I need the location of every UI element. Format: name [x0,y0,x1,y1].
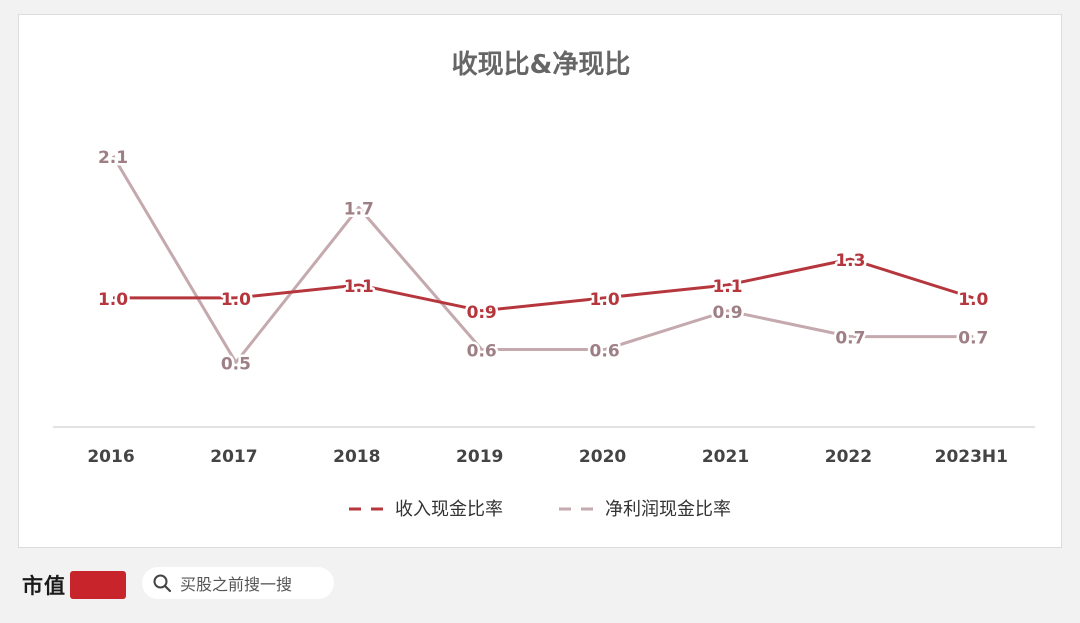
brand-logo-icon [70,571,126,599]
data-label: 1.0 [958,290,988,310]
legend-item-0: 收入现金比率 [349,499,503,520]
data-label: 1.1 [344,277,374,297]
data-label: 0.7 [835,329,865,349]
x-tick-label: 2017 [210,447,257,467]
x-tick-label: 2016 [87,447,134,467]
search-box[interactable]: 买股之前搜一搜 [142,567,334,599]
legend: 收入现金比率 净利润现金比率 [349,499,731,520]
brand-logo-group: 市值 [22,570,126,600]
legend-label: 收入现金比率 [395,499,503,520]
data-label: 0.9 [712,303,742,323]
x-tick-labels: 2016 2017 2018 2019 2020 2021 2022 2023H1 [87,447,1008,467]
series-line-0 [113,257,974,313]
brand-name: 市值 [22,573,66,598]
series-line-1 [111,155,974,364]
search-placeholder: 买股之前搜一搜 [180,575,293,594]
data-label: 1.0 [590,290,620,310]
data-label: 1.1 [712,277,742,297]
legend-item-1: 净利润现金比率 [559,499,731,520]
line-chart: 收现比&净现比 2.1 0.5 1.7 0.6 0.6 0.9 0.7 0.7 1.0 1.0 1.… [53,50,1035,520]
series-layer: 2.1 0.5 1.7 0.6 0.6 0.9 0.7 0.7 1.0 1.0 1.1 0.9 1.0 1… [95,145,991,377]
x-tick-label: 2022 [825,447,872,467]
data-label: 0.6 [467,342,497,362]
x-tick-label: 2021 [702,447,749,467]
data-label: 0.6 [590,342,620,362]
data-label: 0.9 [467,303,497,323]
data-label: 2.1 [98,148,128,168]
data-label: 1.3 [835,251,865,271]
data-label: 1.0 [221,290,251,310]
data-label: 0.5 [221,354,251,374]
chart-card: 收现比&净现比 2.1 0.5 1.7 0.6 0.6 0.9 0.7 0.7 1.0 1.0 1.… [18,14,1062,548]
data-label: 1.0 [98,290,128,310]
x-tick-label: 2020 [579,447,626,467]
x-tick-label: 2023H1 [935,447,1008,467]
search-icon [153,574,172,593]
x-tick-label: 2018 [333,447,380,467]
chart-title: 收现比&净现比 [452,50,631,80]
footer-bar: 市值 买股之前搜一搜 [0,556,1080,623]
data-label: 0.7 [958,329,988,349]
x-tick-label: 2019 [456,447,503,467]
legend-label: 净利润现金比率 [605,499,731,520]
data-label: 1.7 [344,199,374,219]
